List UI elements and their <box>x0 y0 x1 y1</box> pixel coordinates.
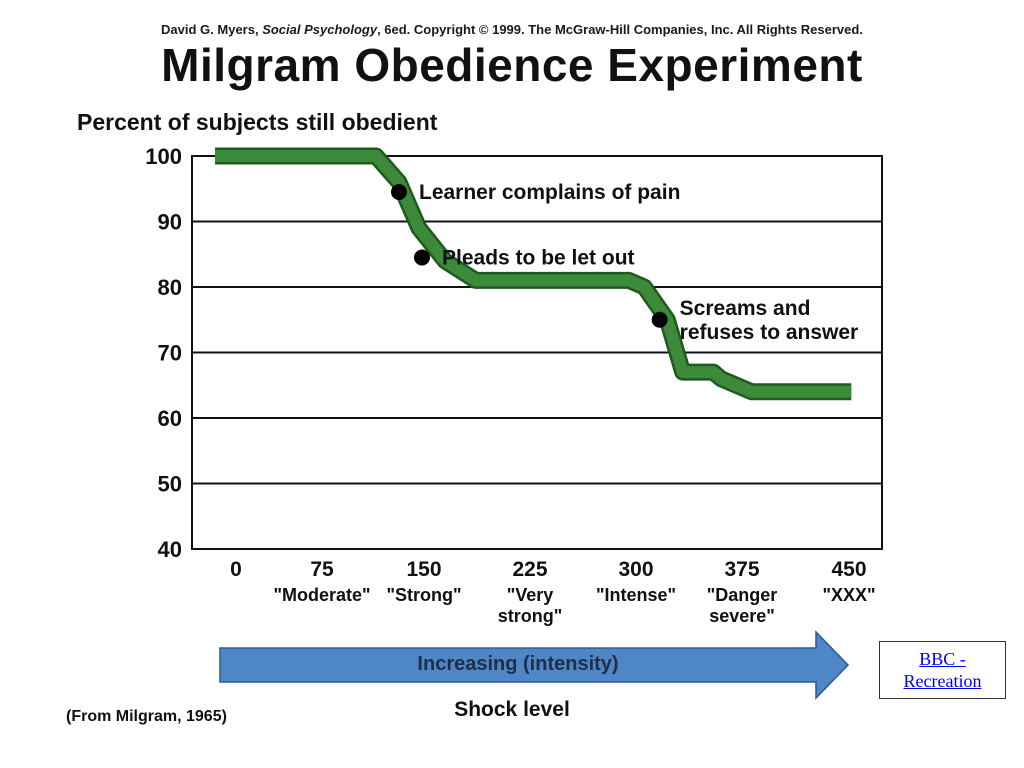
x-tick-sublabel: "Very <box>507 585 554 605</box>
bbc-recreation-link[interactable]: BBC - Recreation <box>903 649 982 691</box>
intensity-arrow <box>219 630 850 700</box>
x-tick-sublabel: "Strong" <box>386 585 461 605</box>
annotation-label: refuses to answer <box>680 321 859 344</box>
x-tick-sublabel: severe" <box>709 606 775 626</box>
y-tick-label: 100 <box>145 144 182 169</box>
arrow-label: Increasing (intensity) <box>417 653 618 675</box>
x-tick-sublabel: "Intense" <box>596 585 676 605</box>
x-tick-label: 75 <box>310 558 334 581</box>
y-tick-label: 90 <box>158 210 182 235</box>
annotation-point <box>414 249 430 266</box>
annotation-label: Screams and <box>680 297 811 320</box>
annotation-label: Learner complains of pain <box>419 181 680 204</box>
y-axis-title: Percent of subjects still obedient <box>77 109 438 135</box>
x-tick-label: 300 <box>618 558 653 581</box>
y-tick-label: 40 <box>158 537 182 562</box>
source-citation: (From Milgram, 1965) <box>66 708 227 725</box>
copyright-author: David G. Myers, <box>161 22 263 37</box>
x-tick-sublabel: "XXX" <box>822 585 875 605</box>
series-line <box>215 150 852 398</box>
x-tick-label: 375 <box>724 558 759 581</box>
x-tick-sublabel: "Danger <box>707 585 778 605</box>
x-tick-label: 225 <box>512 558 547 581</box>
page-title: Milgram Obedience Experiment <box>161 39 863 91</box>
copyright-notice: David G. Myers, Social Psychology, 6ed. … <box>0 22 1024 37</box>
annotation-point <box>391 184 407 201</box>
y-tick-label: 70 <box>158 341 182 366</box>
bbc-link-box: BBC - Recreation <box>879 641 1006 699</box>
y-tick-label: 60 <box>158 406 182 431</box>
x-tick-label: 0 <box>230 558 242 581</box>
x-tick-sublabel: strong" <box>498 606 563 626</box>
y-tick-label: 80 <box>158 275 182 300</box>
x-tick-label: 450 <box>831 558 866 581</box>
y-tick-label: 50 <box>158 472 182 497</box>
x-tick-sublabel: "Moderate" <box>273 585 370 605</box>
x-tick-label: 150 <box>406 558 441 581</box>
annotation-point <box>651 311 668 328</box>
copyright-text: , 6ed. Copyright © 1999. The McGraw-Hill… <box>377 22 863 37</box>
x-axis-title: Shock level <box>454 698 570 721</box>
copyright-book: Social Psychology <box>262 22 378 37</box>
annotation-label: Pleads to be let out <box>442 247 635 270</box>
